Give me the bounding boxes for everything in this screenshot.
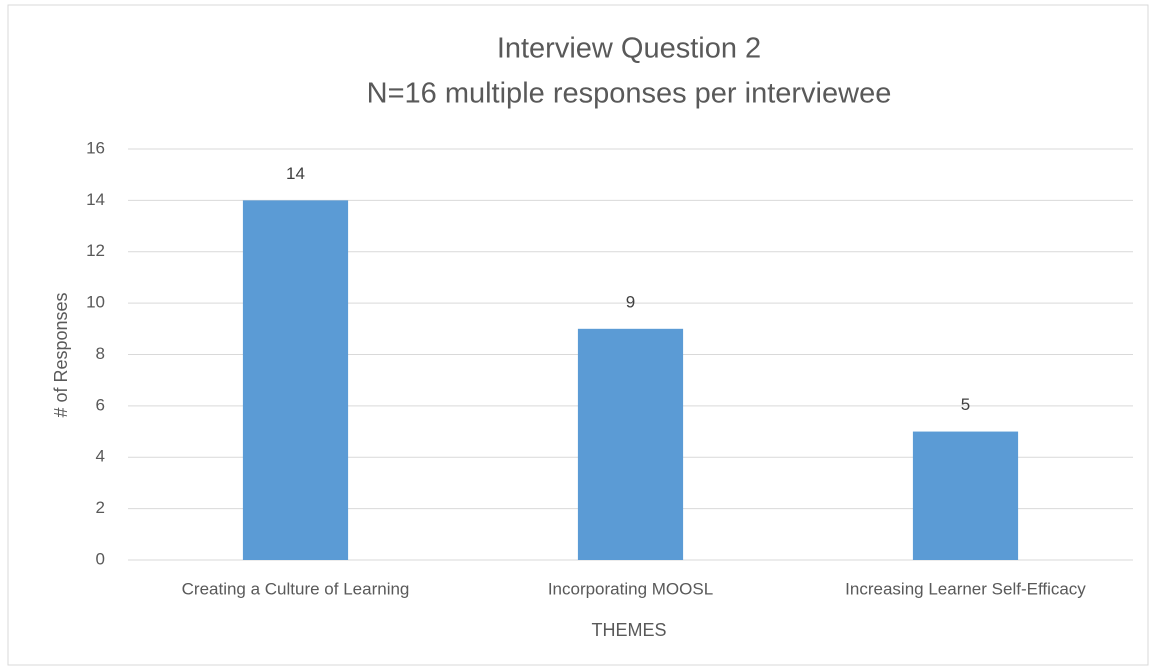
y-tick-label: 10 <box>86 293 105 312</box>
bar <box>577 328 684 560</box>
chart-subtitle: N=16 multiple responses per interviewee <box>367 78 892 110</box>
chart-title: Interview Question 2 <box>497 33 761 65</box>
y-tick-label: 6 <box>96 395 105 414</box>
y-tick-label: 4 <box>96 447 105 466</box>
y-tick-label: 16 <box>86 138 105 157</box>
x-tick-label: Increasing Learner Self-Efficacy <box>845 579 1086 598</box>
y-tick-label: 8 <box>96 344 105 363</box>
y-axis-title: # of Responses <box>51 292 71 417</box>
x-tick-label: Incorporating MOOSL <box>548 579 713 598</box>
bar <box>912 431 1019 560</box>
y-tick-label: 14 <box>86 190 105 209</box>
y-tick-label: 2 <box>96 498 105 517</box>
data-label: 5 <box>961 395 970 414</box>
data-label: 9 <box>626 292 635 311</box>
x-tick-label: Creating a Culture of Learning <box>182 579 410 598</box>
x-axis-title: THEMES <box>591 620 666 640</box>
y-tick-label: 0 <box>96 549 105 568</box>
bar <box>242 200 349 560</box>
data-label: 14 <box>286 164 305 183</box>
y-tick-label: 12 <box>86 241 105 260</box>
